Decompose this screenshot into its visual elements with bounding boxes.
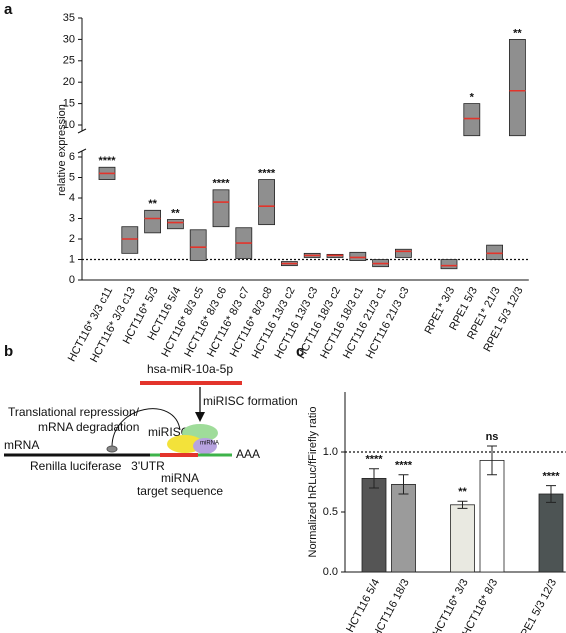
target-label: miRNA [161, 471, 199, 485]
utr-label: 3'UTR [131, 459, 165, 473]
significance: **** [365, 454, 383, 466]
range-box [121, 226, 139, 254]
y-tick-label: 1 [69, 253, 75, 265]
mrna-label: mRNA [4, 438, 39, 452]
target-label: target sequence [137, 484, 223, 498]
significance: **** [98, 155, 116, 167]
range-box [349, 251, 367, 261]
tail-label: AAA [236, 447, 260, 461]
y-tick-label: 10 [63, 119, 75, 131]
error-bar [546, 485, 556, 503]
repression-label: Translational repression/ [8, 405, 140, 419]
y-tick-label: 1.0 [323, 446, 338, 458]
error-bar [487, 445, 497, 476]
range-box [144, 209, 162, 234]
y-tick-label: 5 [69, 171, 75, 183]
diagram: b hsa-miR-10a-5p miRISC formation Transl… [4, 343, 298, 498]
axis-break [77, 128, 87, 134]
y-tick-label: 2 [69, 233, 75, 245]
significance: ** [513, 27, 522, 39]
y-tick-label: 25 [63, 55, 75, 67]
y-tick-label: 0.5 [323, 506, 338, 518]
significance: **** [258, 167, 276, 179]
bar [450, 504, 475, 573]
arrowhead [195, 412, 205, 422]
panel-label: a [4, 1, 13, 18]
range-box [394, 248, 412, 258]
bar [479, 459, 505, 573]
range-box [166, 219, 184, 230]
range-box [189, 229, 207, 261]
panel-label: c [296, 343, 304, 360]
axis-break [77, 148, 87, 154]
panel-label: b [4, 343, 13, 360]
formation-label: miRISC formation [203, 394, 298, 408]
significance: **** [542, 471, 560, 483]
gene-label: Renilla luciferase [30, 459, 122, 473]
y-axis-label: relative expression [56, 104, 68, 196]
range-box [212, 189, 230, 228]
bar [538, 493, 564, 573]
significance: **** [212, 178, 230, 190]
range-box [463, 103, 481, 137]
y-tick-label: 6 [69, 151, 75, 163]
range-box [486, 244, 504, 260]
y-axis [81, 18, 529, 281]
y-tick-label: 30 [63, 33, 75, 45]
x-tick-label: RPE1 5/3 12/3 [515, 577, 559, 633]
bar [391, 483, 416, 573]
y-tick-label: 3 [69, 212, 75, 224]
inhibitor [106, 445, 118, 453]
significance: **** [395, 460, 413, 472]
error-bar [369, 468, 379, 489]
bar [361, 477, 387, 573]
y-tick-label: 0 [69, 274, 75, 286]
range-box [508, 39, 526, 137]
y-tick-label: 4 [69, 192, 75, 204]
significance: ** [458, 486, 467, 498]
complex-part [193, 438, 217, 454]
error-bar [457, 500, 468, 509]
significance: ** [148, 198, 157, 210]
y-axis-label: Normalized hRLuc/fFirefly ratio [307, 407, 319, 558]
significance: * [470, 92, 475, 104]
significance: ns [486, 431, 499, 443]
significance: ** [171, 207, 180, 219]
repression-arc [111, 408, 181, 448]
complex-mirna: miRNA [200, 441, 219, 447]
repression-label: mRNA degradation [38, 420, 139, 434]
mirna-label: hsa-miR-10a-5p [147, 362, 233, 376]
y-tick-label: 35 [63, 12, 75, 24]
y-tick-label: 20 [63, 76, 75, 88]
error-bar [398, 474, 409, 495]
y-tick-label: 15 [63, 98, 75, 110]
y-tick-label: 0.0 [323, 566, 338, 578]
range-box [440, 259, 458, 270]
range-box [258, 179, 276, 226]
